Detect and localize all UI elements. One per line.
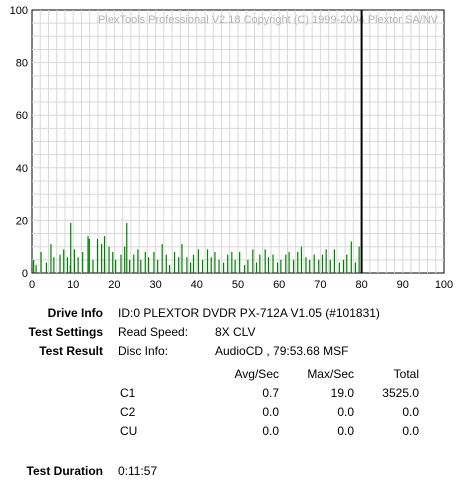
y-tick-label: 0	[22, 268, 28, 280]
x-tick-labels: 0 10 20 30 40 50 60 70 80 90 100	[29, 279, 453, 291]
y-tick-label: 100	[10, 5, 28, 17]
row-c2-total: 0.0	[402, 405, 419, 419]
x-tick-label: 100	[435, 279, 453, 291]
error-rate-chart: PlexTools Professional V2.18 Copyright (…	[10, 5, 454, 291]
row-c1-name: C1	[120, 386, 136, 400]
disc-info-label: Disc Info:	[118, 344, 169, 358]
y-tick-label: 60	[16, 110, 28, 122]
test-duration-value: 0:11:57	[118, 464, 158, 478]
y-tick-labels: 0 20 40 60 80 100	[10, 5, 28, 280]
row-cu-max: 0.0	[337, 424, 354, 438]
read-speed-value: 8X CLV	[215, 325, 256, 339]
drive-info-label: Drive Info	[47, 306, 103, 320]
header-total: Total	[393, 367, 419, 381]
row-cu-total: 0.0	[402, 424, 419, 438]
x-tick-label: 0	[29, 279, 35, 291]
header-avg-sec: Avg/Sec	[234, 367, 279, 381]
x-tick-label: 60	[273, 279, 285, 291]
grid-lines	[32, 10, 444, 273]
test-duration-label: Test Duration	[26, 464, 103, 478]
test-settings-label: Test Settings	[28, 325, 103, 339]
x-tick-label: 90	[397, 279, 409, 291]
row-cu-avg: 0.0	[262, 424, 279, 438]
header-max-sec: Max/Sec	[307, 367, 354, 381]
test-result-label: Test Result	[39, 344, 103, 358]
row-c1-max: 19.0	[330, 386, 354, 400]
y-tick-label: 20	[16, 215, 28, 227]
row-c2-avg: 0.0	[262, 405, 279, 419]
read-speed-label: Read Speed:	[118, 325, 189, 339]
row-c2-name: C2	[120, 405, 136, 419]
x-tick-label: 20	[108, 279, 120, 291]
drive-info-value: ID:0 PLEXTOR DVDR PX-712A V1.05 (#101831…	[118, 306, 380, 320]
x-tick-label: 40	[191, 279, 203, 291]
x-tick-label: 80	[355, 279, 367, 291]
x-tick-label: 10	[67, 279, 79, 291]
y-tick-label: 40	[16, 163, 28, 175]
y-tick-label: 80	[16, 58, 28, 70]
row-c2-max: 0.0	[337, 405, 354, 419]
disc-info-value: AudioCD , 79:53.68 MSF	[215, 344, 349, 358]
row-cu-name: CU	[120, 424, 138, 438]
x-tick-label: 30	[149, 279, 161, 291]
x-tick-label: 70	[314, 279, 326, 291]
x-tick-label: 50	[232, 279, 244, 291]
row-c1-avg: 0.7	[262, 386, 279, 400]
row-c1-total: 3525.0	[382, 386, 419, 400]
watermark-text: PlexTools Professional V2.18 Copyright (…	[98, 14, 439, 26]
bar-series	[33, 223, 360, 273]
